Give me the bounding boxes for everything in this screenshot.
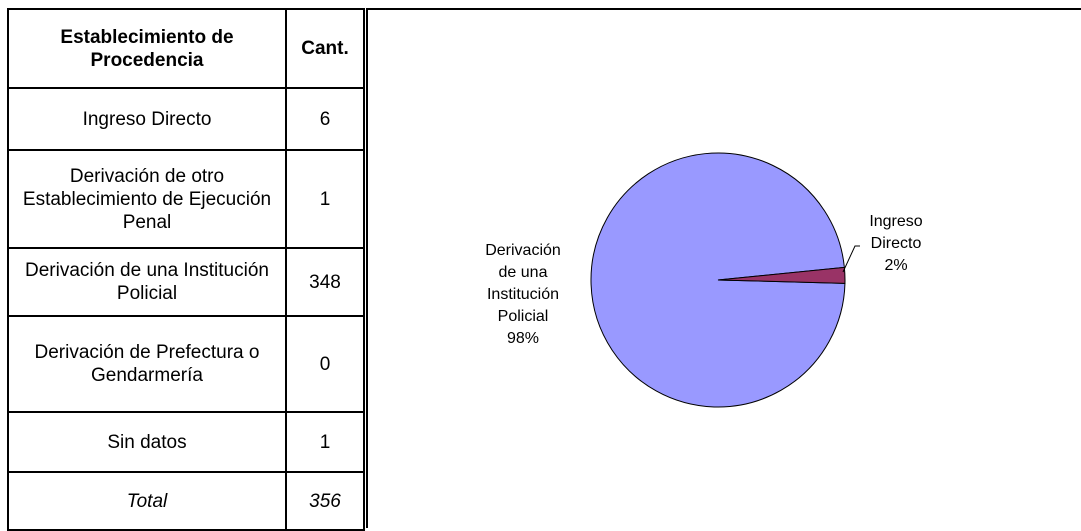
row-value: 1	[285, 411, 365, 473]
row-value: 1	[285, 149, 365, 249]
pie-label-ingreso-directo: Ingreso Directo 2%	[869, 213, 922, 274]
pie-chart: Derivación de una Institución Policial 98% In…	[485, 152, 923, 408]
data-table: Establecimiento de Procedencia Cant. Ing…	[7, 8, 365, 531]
table-row: Sin datos 1	[7, 411, 365, 473]
total-value: 356	[285, 471, 365, 531]
chart-area: Derivación de una Institución Policial 98% In…	[366, 8, 1081, 528]
pie-slice-ingreso-directo	[717, 266, 846, 284]
pie-label-institucion-policial: Derivación de una Institución Policial 98%	[485, 242, 561, 347]
header-cantidad: Cant.	[285, 8, 365, 89]
row-label: Sin datos	[7, 411, 287, 473]
table-row: Derivación de otro Establecimiento de Ej…	[7, 149, 365, 249]
row-value: 0	[285, 315, 365, 413]
table-row: Ingreso Directo 6	[7, 87, 365, 151]
row-label: Derivación de una Institución Policial	[7, 247, 287, 317]
total-label: Total	[7, 471, 287, 531]
row-label: Ingreso Directo	[7, 87, 287, 151]
table-row: Derivación de Prefectura o Gendarmería 0	[7, 315, 365, 413]
header-establecimiento: Establecimiento de Procedencia	[7, 8, 287, 89]
row-label: Derivación de otro Establecimiento de Ej…	[7, 149, 287, 249]
table-row: Derivación de una Institución Policial 3…	[7, 247, 365, 317]
table-total-row: Total 356	[7, 471, 365, 531]
leader-line	[842, 245, 860, 273]
row-label: Derivación de Prefectura o Gendarmería	[7, 315, 287, 413]
table-header-row: Establecimiento de Procedencia Cant.	[7, 8, 365, 89]
row-value: 348	[285, 247, 365, 317]
row-value: 6	[285, 87, 365, 151]
